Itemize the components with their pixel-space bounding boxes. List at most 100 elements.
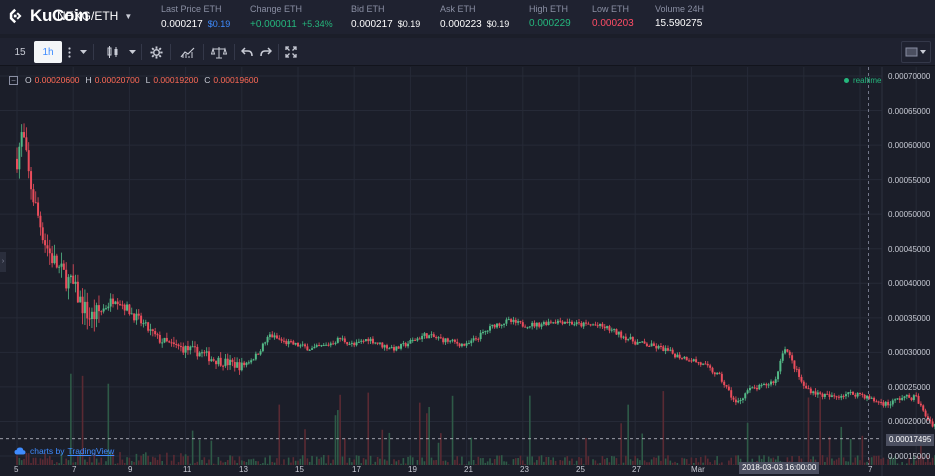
volume-bar: [477, 456, 480, 465]
volume-bar: [337, 410, 339, 465]
interval-dropdown-icon[interactable]: [76, 41, 90, 63]
status-dot-icon: [844, 78, 849, 83]
candle-body: [238, 362, 241, 371]
candle-body: [840, 395, 843, 398]
volume-bar: [376, 456, 379, 465]
candle-body: [709, 365, 712, 368]
volume-bar: [79, 453, 82, 465]
stat-value: 0.000223: [440, 19, 482, 30]
candle-body: [261, 343, 264, 352]
stat-label: Ask ETH: [440, 4, 476, 14]
volume-bar: [30, 463, 32, 465]
candle-body: [393, 347, 396, 351]
candle-body: [706, 363, 709, 366]
price-chart[interactable]: [0, 67, 935, 476]
candle-body: [325, 344, 328, 346]
candle-body: [762, 383, 765, 385]
volume-bar: [547, 456, 550, 465]
stat-ask: Ask ETH 0.000223 $0.19: [440, 3, 509, 31]
candle-body: [521, 322, 524, 327]
volume-bar: [351, 462, 353, 465]
candle-body: [147, 322, 150, 331]
interval-1h-button[interactable]: 1h: [34, 41, 62, 63]
volume-bar: [259, 464, 262, 465]
volume-bar: [381, 429, 384, 465]
candle-body: [770, 381, 773, 385]
undo-icon[interactable]: [238, 41, 256, 63]
volume-bar: [636, 458, 639, 465]
candle-body: [133, 313, 136, 321]
volume-bar: [276, 458, 278, 465]
candle-body: [489, 326, 492, 331]
volume-bar: [821, 455, 824, 465]
candle-body: [896, 398, 899, 400]
indicators-icon[interactable]: [176, 41, 200, 63]
candle-body: [186, 345, 189, 351]
volume-bar: [191, 430, 194, 465]
candle-body: [320, 345, 323, 347]
candle-body: [926, 416, 929, 420]
candle-body: [158, 334, 161, 343]
redo-icon[interactable]: [257, 41, 275, 63]
candle-body: [308, 349, 311, 351]
candle-body: [849, 391, 852, 393]
candle-body: [912, 395, 915, 400]
candle-body: [629, 336, 632, 340]
candle-body: [589, 324, 592, 326]
volume-bar: [650, 459, 653, 465]
more-vert-icon[interactable]: [64, 41, 74, 63]
candle-body: [385, 345, 388, 349]
candle-body: [67, 277, 70, 289]
volume-bar: [48, 455, 51, 465]
candle-body: [774, 379, 777, 383]
chart-style-dropdown-icon[interactable]: [125, 41, 139, 63]
volume-bar: [266, 463, 269, 465]
pair-selector[interactable]: NEXG/ETH ▼: [57, 9, 132, 23]
candle-body: [208, 351, 211, 362]
candle-body: [472, 338, 475, 341]
volume-bar: [519, 455, 522, 465]
volume-bar: [594, 460, 597, 465]
candle-body: [456, 341, 459, 344]
candle-body: [819, 392, 822, 394]
candle-body: [240, 362, 243, 371]
volume-bar: [461, 456, 463, 465]
volume-bar: [578, 457, 580, 465]
collapse-legend-icon[interactable]: −: [9, 75, 18, 85]
ohlc-value: 0.00020700: [94, 75, 140, 85]
candle-body: [674, 353, 677, 358]
candle-style-icon[interactable]: [101, 41, 125, 63]
volume-bar: [231, 456, 234, 465]
fullscreen-icon[interactable]: [281, 41, 301, 63]
left-panel-toggle[interactable]: ›: [0, 252, 6, 272]
candle-body: [620, 331, 623, 338]
volume-bar: [39, 458, 42, 465]
interval-15-button[interactable]: 15: [14, 46, 26, 58]
volume-bar: [393, 459, 395, 465]
volume-bar: [739, 458, 742, 465]
candle-body: [37, 202, 40, 216]
candle-body: [465, 343, 468, 346]
candle-body: [702, 363, 705, 365]
tradingview-attribution[interactable]: charts by TradingView: [14, 446, 114, 456]
candle-body: [877, 401, 880, 403]
volume-bar: [819, 396, 821, 465]
brand-logo[interactable]: KuCoin: [8, 6, 89, 26]
candlestick-chart-svg[interactable]: [0, 67, 935, 476]
volume-bar: [112, 453, 114, 465]
volume-bar: [74, 462, 77, 465]
layout-icon[interactable]: [901, 41, 931, 63]
settings-icon[interactable]: [145, 41, 167, 63]
volume-bar: [262, 462, 264, 465]
candle-body: [809, 388, 812, 394]
volume-bar: [355, 455, 358, 465]
volume-bar: [538, 456, 540, 465]
compare-icon[interactable]: [207, 41, 231, 63]
volume-bar: [833, 460, 836, 465]
candle-body: [140, 315, 143, 324]
tradingview-link[interactable]: TradingView: [67, 446, 115, 456]
candle-body: [90, 311, 93, 320]
volume-bar: [329, 463, 332, 465]
volume-bar: [140, 455, 142, 465]
candle-body: [205, 351, 208, 353]
